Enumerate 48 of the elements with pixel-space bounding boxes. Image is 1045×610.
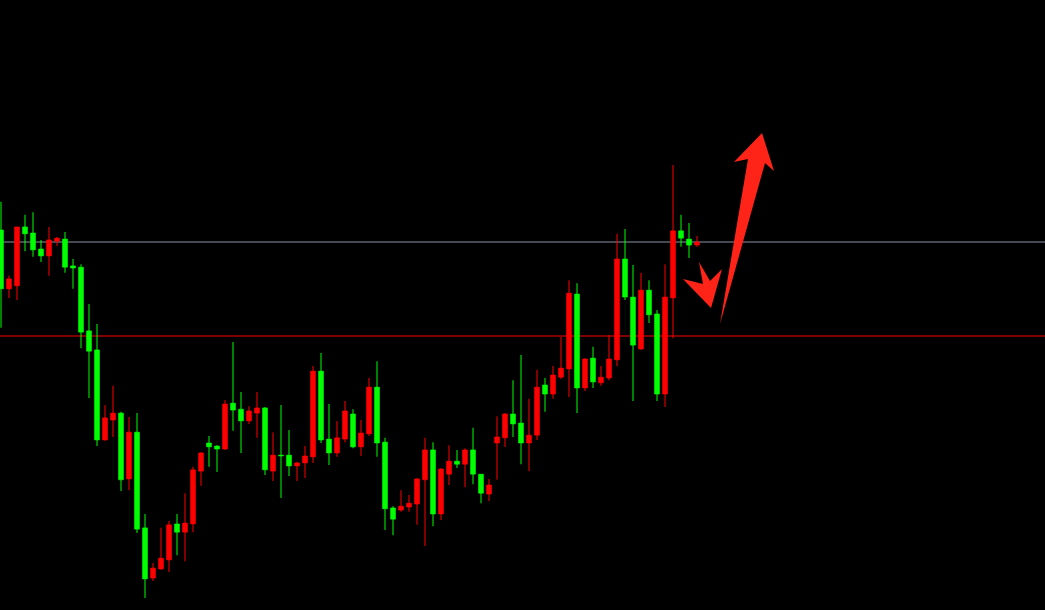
candlestick [494,415,500,481]
candlestick [174,513,180,556]
candlestick [270,431,276,482]
candlestick [230,341,236,432]
candlestick [22,214,28,252]
candlestick [206,435,212,468]
candlestick [518,354,524,465]
candlestick [38,239,44,263]
candlestick [694,235,700,248]
candlestick [70,258,76,290]
candlestick [294,461,300,482]
candlestick [278,404,284,499]
candlestick [334,420,340,458]
candlestick [486,478,492,502]
candlestick [686,222,692,259]
candlestick [6,275,12,299]
candlestick [510,379,516,438]
candlestick [406,494,412,513]
candlestick [590,346,596,389]
candlestick [326,403,332,466]
candlestick [238,391,244,454]
candlestick [526,398,532,472]
candlestick [598,365,604,387]
candlestick [286,429,292,477]
candlestick [550,365,556,400]
candlestick [86,303,92,399]
candlestick [446,444,452,486]
candlestick [102,404,108,442]
candlestick [110,385,116,438]
candlestick [302,445,308,479]
candlestick [478,473,484,504]
candlestick [54,236,60,247]
candlestick [454,449,460,469]
candlestick [214,444,220,473]
candlestick [182,492,188,562]
candlestick [254,391,260,439]
candlestick [158,527,164,571]
candlestick [502,412,508,448]
candlestick [390,505,396,536]
candlestick [398,489,404,513]
candlestick [542,377,548,413]
candlestick [358,419,364,457]
candlestick [30,211,36,258]
candlestick [150,562,156,582]
candlestick [198,451,204,487]
candlestick [46,226,52,277]
candlestick [678,214,684,248]
candlestick [462,447,468,488]
